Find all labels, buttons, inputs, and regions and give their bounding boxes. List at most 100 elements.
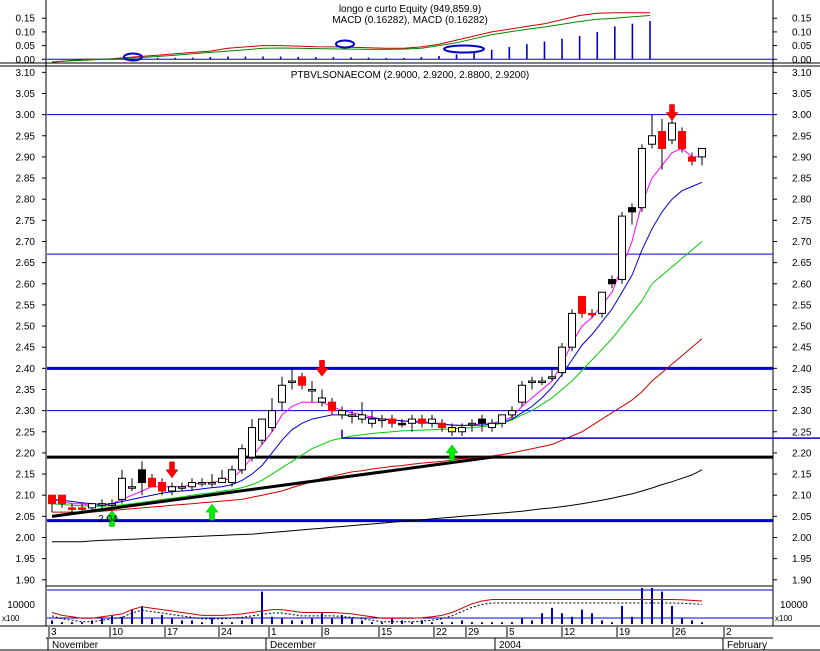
- moving-average-line: [51, 181, 703, 506]
- candle-body: [658, 131, 666, 149]
- candle-body: [468, 422, 476, 426]
- price-y-ticks: 3.10 3.10 3.05 3.05 3.00 3.00 2.95 2.95 2.90 2.90…: [16, 68, 812, 586]
- candle-body: [98, 503, 106, 506]
- price-tick-left: 2.75: [16, 216, 36, 227]
- candle-body: [288, 380, 296, 384]
- x-tick-label: 15: [381, 627, 393, 638]
- candle-body: [188, 482, 196, 488]
- price-tick-left: 2.25: [16, 427, 36, 438]
- price-tick-right: 2.55: [792, 300, 812, 311]
- candle-body: [58, 494, 66, 505]
- price-tick-right: 2.50: [792, 322, 812, 333]
- price-tick-right: 2.45: [792, 343, 812, 354]
- volume-panel: 10000 10000 x100 x100: [2, 588, 808, 624]
- month-label: November: [52, 640, 99, 651]
- moving-average-line: [52, 469, 703, 543]
- volume-tick-left: 10000: [7, 600, 35, 611]
- sell-arrow-icon: [165, 461, 179, 479]
- x-tick-label: 29: [468, 627, 480, 638]
- volume-oscillator-line: [51, 599, 703, 619]
- volume-oscillator: [51, 599, 703, 623]
- price-tick-left: 2.20: [16, 448, 36, 459]
- price-tick-left: 2.30: [16, 406, 36, 417]
- candle-body: [208, 482, 216, 485]
- candlesticks: [48, 114, 706, 513]
- trendlines: [51, 429, 820, 518]
- price-tick-right: 2.80: [792, 195, 812, 206]
- candle-body: [638, 147, 646, 209]
- candle-body: [48, 494, 56, 505]
- candle-body: [268, 410, 276, 429]
- candle-body: [378, 418, 386, 422]
- x-tick-label: 8: [324, 627, 330, 638]
- price-tick-left: 2.60: [16, 279, 36, 290]
- candle-body: [78, 507, 86, 510]
- volume-unit-left: x100: [2, 614, 20, 623]
- candle-body: [698, 147, 706, 158]
- macd-crossover-marker: [123, 52, 143, 62]
- candle-body: [248, 427, 256, 458]
- price-tick-right: 2.20: [792, 448, 812, 459]
- macd-panel: longo e curto Equity (949,859.9) MACD (0…: [16, 4, 812, 66]
- candle-body: [388, 418, 396, 424]
- price-tick-left: 2.50: [16, 322, 36, 333]
- candle-body: [508, 410, 516, 416]
- macd-crossover-marker: [335, 39, 355, 49]
- macd-tick-left: 0.05: [16, 41, 36, 52]
- macd-signal-markers: [123, 39, 485, 62]
- support-annotation: 2.04: [98, 514, 118, 525]
- candle-body: [578, 295, 586, 314]
- x-tick-label: 2: [726, 627, 732, 638]
- price-tick-right: 2.65: [792, 258, 812, 269]
- candle-body: [678, 131, 686, 149]
- price-tick-left: 2.70: [16, 237, 36, 248]
- candle-body: [458, 427, 466, 433]
- buy-arrow-icon: [445, 444, 459, 462]
- candle-body: [598, 291, 606, 314]
- price-tick-right: 2.95: [792, 131, 812, 142]
- price-tick-right: 2.30: [792, 406, 812, 417]
- moving-average-line: [52, 338, 703, 513]
- candle-body: [328, 401, 336, 412]
- candle-body: [348, 414, 356, 417]
- candle-body: [518, 384, 526, 403]
- price-panel: PTBVLSONAECOM (2.9000, 2.9200, 2.8800, 2…: [16, 68, 820, 586]
- candle-body: [138, 469, 146, 484]
- candle-body: [168, 486, 176, 492]
- candle-body: [668, 122, 676, 141]
- buy-arrow-icon: [105, 510, 119, 527]
- candle-body: [568, 312, 576, 348]
- volume-unit-right: x100: [775, 614, 793, 623]
- candle-body: [318, 397, 326, 403]
- candle-body: [238, 448, 246, 471]
- month-label: December: [270, 640, 317, 651]
- price-tick-left: 2.35: [16, 385, 36, 396]
- candle-body: [618, 215, 626, 281]
- price-tick-right: 2.25: [792, 427, 812, 438]
- price-tick-left: 3.00: [16, 110, 36, 121]
- candle-body: [158, 482, 166, 492]
- x-tick-label: 17: [167, 627, 179, 638]
- macd-tick-left: 0.00: [16, 55, 36, 66]
- candle-body: [688, 156, 696, 162]
- candle-body: [448, 427, 456, 433]
- candle-body: [548, 376, 556, 379]
- candle-body: [178, 486, 186, 489]
- volume-signal-line: [51, 602, 703, 623]
- price-tick-left: 2.95: [16, 131, 36, 142]
- macd-tick-right: 0.05: [792, 41, 812, 52]
- x-tick-label: 3: [51, 627, 57, 638]
- sell-arrow-icon: [665, 104, 679, 121]
- macd-crossover-marker: [443, 44, 485, 54]
- price-tick-left: 2.65: [16, 258, 36, 269]
- macd-line: [51, 15, 651, 63]
- price-tick-right: 1.95: [792, 554, 812, 565]
- volume-tick-right: 10000: [780, 600, 808, 611]
- price-tick-right: 2.75: [792, 216, 812, 227]
- candle-body: [418, 418, 426, 424]
- candle-body: [198, 482, 206, 485]
- candle-body: [478, 418, 486, 424]
- sell-arrow-icon: [315, 360, 329, 377]
- candle-body: [438, 422, 446, 429]
- candle-body: [338, 410, 346, 416]
